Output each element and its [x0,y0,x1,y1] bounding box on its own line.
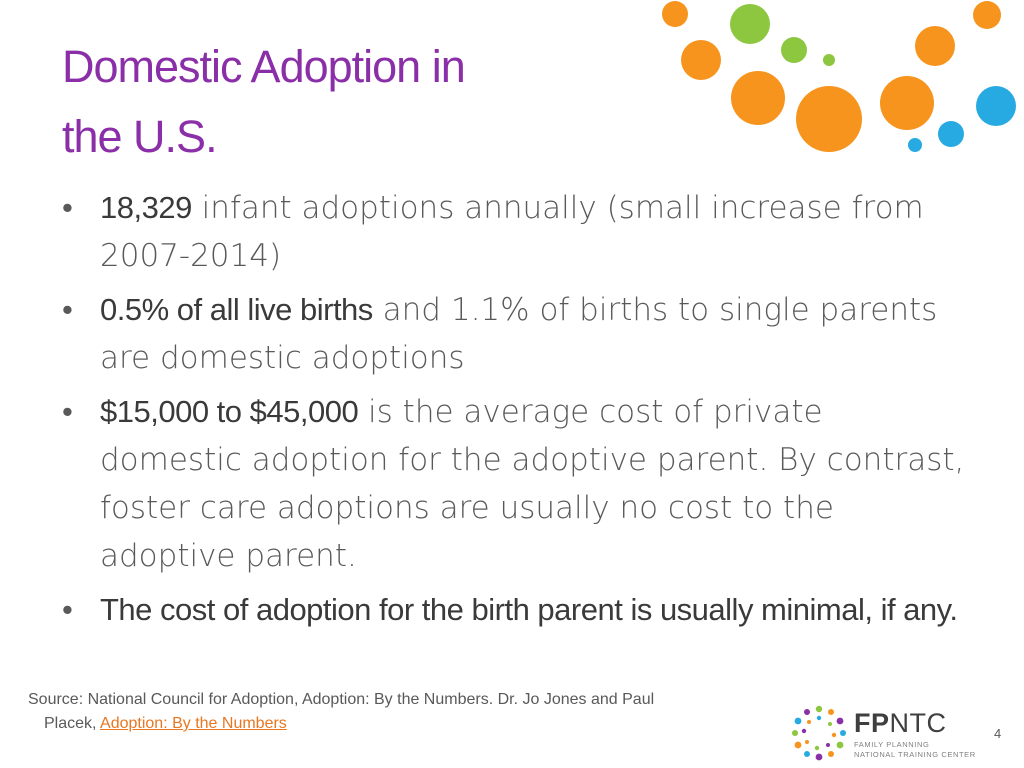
source-link[interactable]: Adoption: By the Numbers [100,715,287,732]
bullet-highlight: $15,000 to $45,000 [100,394,359,429]
bullet-icon: • [62,292,73,328]
ring-of-dots-icon [792,705,846,761]
source-citation: Source: National Council for Adoption, A… [28,688,748,736]
dot-blue [938,121,964,147]
bullet-icon: • [62,190,73,226]
fpntc-logo: FPNTC FAMILY PLANNING NATIONAL TRAINING … [790,704,990,764]
logo-brand-rest: NTC [889,708,947,738]
logo-brand-bold: FP [854,708,890,738]
dot-blue [908,138,922,152]
dot-orange [880,76,934,130]
dot-blue [976,86,1016,126]
bullet-highlight: The cost of adoption for the birth paren… [100,592,958,627]
source-prefix: Placek, [44,715,101,732]
dot-orange [973,1,1001,29]
bullet-icon: • [62,592,73,627]
dot-orange [796,86,862,152]
logo-subtitle: FAMILY PLANNING NATIONAL TRAINING CENTER [854,740,994,760]
bullet-item: • 0.5% of all live births and 1.1% of bi… [62,286,972,382]
dot-green [823,54,835,66]
source-line-1: Source: National Council for Adoption, A… [28,691,655,708]
bullet-highlight: 0.5% of all live births [100,292,373,327]
source-line-2: Placek, Adoption: By the Numbers [28,712,748,736]
bullet-text: infant adoptions annually (small increas… [100,190,924,274]
bullet-icon: • [62,394,73,430]
bullet-text: is the average cost of private domestic … [100,394,965,574]
slide-title-line-2: the U.S. [62,111,218,162]
page-number: 4 [994,726,1002,741]
logo-brand: FPNTC [854,708,947,738]
slide-title-line-1: Domestic Adoption in [62,41,466,92]
bullet-text: and 1.1% of births to single parents are… [100,292,938,376]
slide-title: Domestic Adoption in the U.S. [62,32,662,172]
dot-orange [731,71,785,125]
bullet-item: • $15,000 to $45,000 is the average cost… [62,388,972,580]
dot-green [730,4,770,44]
dot-green [781,37,807,63]
bullet-list: • 18,329 infant adoptions annually (smal… [62,184,972,640]
logo-sub-line-2: NATIONAL TRAINING CENTER [854,750,976,759]
bullet-item: • 18,329 infant adoptions annually (smal… [62,184,972,280]
dot-orange [662,1,688,27]
dot-orange [681,40,721,80]
logo-sub-line-1: FAMILY PLANNING [854,740,930,749]
dot-orange [915,26,955,66]
bullet-highlight: 18,329 [100,190,192,225]
bullet-item: • The cost of adoption for the birth par… [62,586,972,634]
